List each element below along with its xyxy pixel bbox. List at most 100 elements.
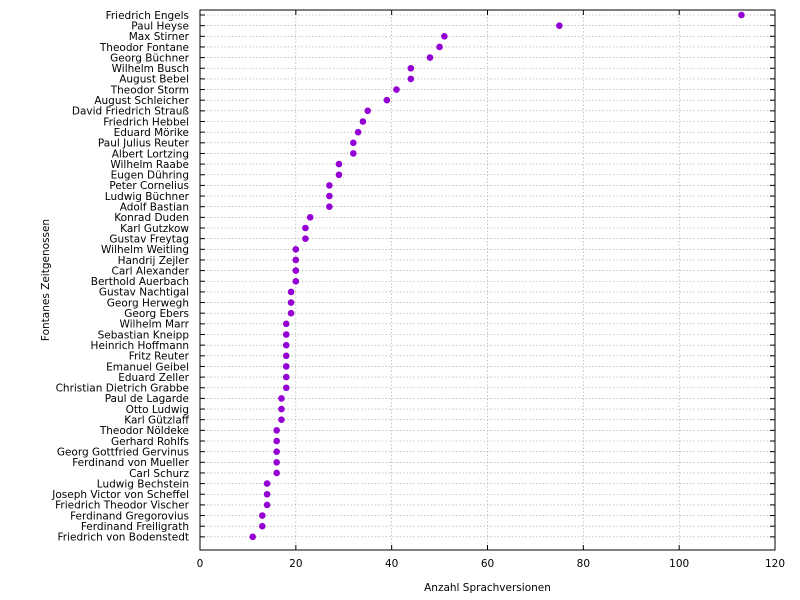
category-label: Christian Dietrich Grabbe [56,383,189,395]
category-label: Paul Heyse [131,20,189,32]
data-point [278,395,285,402]
x-axis: 0 20 40 60 80 100 120 [197,10,785,570]
grid-layer [200,10,775,550]
data-point [350,139,357,147]
data-point [287,309,295,317]
category-label: Max Stirner [129,31,190,43]
data-point [249,533,257,541]
data-point [278,405,285,413]
data-point [273,427,280,434]
category-label: Karl Gützlaff [124,415,189,427]
x-axis-title: Anzahl Sprachversionen [424,582,551,594]
data-point [407,64,415,72]
category-label: Carl Alexander [112,265,190,277]
data-point [282,320,290,328]
category-label: Emanuel Geibel [106,361,189,373]
category-label: Ferdinand Gregorovius [70,510,189,522]
category-label: Otto Ludwig [126,404,189,416]
data-point [326,192,333,200]
category-label: Friedrich Hebbel [103,116,189,128]
category-label: Eduard Mörike [114,127,189,139]
data-point [436,43,443,51]
data-point [335,160,343,168]
category-label: Sebastian Kneipp [98,329,190,341]
data-point [292,246,300,253]
x-tick-label: 80 [577,558,590,570]
x-tick-label: 60 [481,558,494,570]
data-point [273,437,280,445]
category-label: Ferdinand von Mueller [72,457,189,469]
data-point [263,501,271,509]
category-label: Georg Gottfried Gervinus [57,446,189,458]
category-label: Peter Cornelius [109,180,189,192]
x-tick-label: 40 [385,558,398,570]
category-label: Georg Büchner [110,52,190,64]
category-label: Friedrich Engels [106,10,189,22]
category-label: Wilhelm Marr [119,319,189,331]
category-label: Konrad Duden [114,212,189,224]
x-tick-label: 100 [669,558,689,570]
category-label: Wilhelm Weitling [101,244,189,256]
data-point [282,331,290,338]
data-point [738,11,745,19]
category-label: Albert Lortzing [112,148,189,160]
y-axis-title: Fontanes Zeitgenossen [40,219,52,341]
data-points [249,11,745,541]
category-label: Ferdinand Freiligrath [81,521,189,533]
category-label: Ludwig Büchner [105,191,190,203]
data-point [258,512,266,519]
category-label: Ludwig Bechstein [97,478,189,490]
data-point [273,469,280,477]
data-point [287,288,295,296]
category-label: Paul de Lagarde [105,393,189,405]
category-label: Theodor Fontane [99,42,189,54]
category-label: Eduard Zeller [118,372,189,384]
data-point [426,54,434,61]
category-label: Carl Schurz [129,468,189,480]
data-point [359,118,367,125]
category-label: Friedrich Theodor Vischer [55,500,190,512]
category-label: Gustav Nachtigal [99,287,189,299]
category-label: Eugen Dühring [111,170,189,182]
data-point [263,480,271,487]
category-label: Joseph Victor von Scheffel [51,489,189,501]
category-label: Paul Julius Reuter [98,138,190,150]
category-label: Wilhelm Busch [112,63,189,75]
data-point [278,416,285,424]
category-label: Adolf Bastian [120,202,189,214]
data-point [326,203,333,210]
data-point [292,267,300,274]
data-point [282,363,290,370]
category-label: Fritz Reuter [129,351,190,363]
data-point [364,107,372,115]
category-label: Gerhard Rohlfs [111,436,189,448]
x-tick-label: 20 [289,558,302,570]
data-point [441,33,448,40]
data-point [258,522,266,530]
category-label: Karl Gutzkow [120,223,189,235]
data-point [326,182,333,189]
data-point [302,224,309,232]
data-point [273,459,280,466]
data-point [292,277,300,285]
category-label: David Friedrich Strauß [72,106,189,118]
category-label: Heinrich Hoffmann [91,340,189,352]
data-point [292,256,300,264]
category-label: Gustav Freytag [109,233,189,245]
data-point [302,235,309,242]
data-point [273,448,280,455]
data-point [407,75,415,83]
data-point [556,22,563,29]
category-label: Georg Herwegh [107,297,189,309]
x-tick-label: 0 [197,558,204,570]
data-point [282,352,290,360]
data-point [393,86,400,93]
category-label: Theodor Storm [110,84,189,96]
category-label: August Bebel [119,74,189,86]
category-label: August Schleicher [94,95,189,107]
category-label: Berthold Auerbach [91,276,189,288]
category-label: Theodor Nöldeke [99,425,189,437]
